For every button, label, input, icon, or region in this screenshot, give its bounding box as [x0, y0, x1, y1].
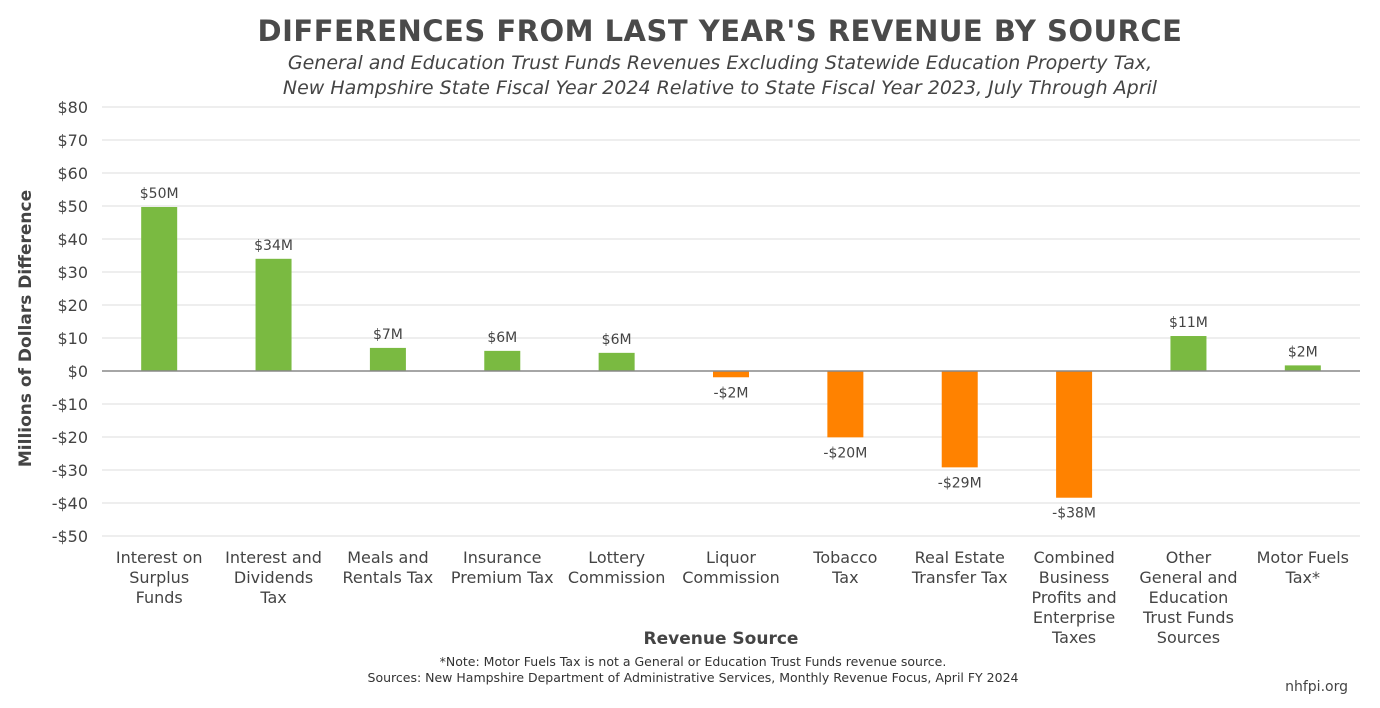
brand-url[interactable]: nhfpi.org — [1285, 679, 1348, 695]
y-tick-label: $40 — [57, 230, 88, 249]
y-tick-label: $80 — [57, 98, 88, 117]
data-label: $50M — [140, 186, 179, 202]
x-tick-label: Sources — [1157, 628, 1220, 647]
bar — [1170, 336, 1207, 371]
x-tick-label: Tobacco — [812, 548, 877, 567]
chart-subtitle-line-2: New Hampshire State Fiscal Year 2024 Rel… — [282, 77, 1158, 99]
y-tick-label: -$10 — [52, 395, 88, 414]
x-tick-label: Liquor — [706, 548, 756, 567]
data-label: $34M — [254, 238, 293, 254]
data-label: $11M — [1169, 315, 1208, 331]
x-tick-label: Taxes — [1051, 628, 1096, 647]
y-tick-label: -$50 — [52, 527, 88, 546]
x-tick-label: Interest and — [225, 548, 322, 567]
y-tick-label: $70 — [57, 131, 88, 150]
bar — [941, 371, 978, 468]
data-label: $2M — [1288, 344, 1318, 360]
x-tick-label: Surplus — [129, 568, 189, 587]
y-axis-label: Millions of Dollars Difference — [16, 190, 36, 467]
x-tick-label: General and — [1139, 568, 1237, 587]
x-tick-label: Interest on — [116, 548, 203, 567]
data-label: $6M — [487, 330, 517, 346]
y-tick-label: $30 — [57, 263, 88, 282]
x-tick-label: Motor Fuels — [1257, 548, 1349, 567]
x-tick-label: Commission — [682, 568, 780, 587]
y-tick-label: -$40 — [52, 494, 88, 513]
x-tick-label: Transfer Tax — [911, 568, 1008, 587]
x-tick-label: Premium Tax — [451, 568, 554, 587]
chart-title: DIFFERENCES FROM LAST YEAR'S REVENUE BY … — [257, 14, 1183, 48]
bar — [141, 206, 178, 371]
bar — [598, 352, 635, 371]
y-tick-label: $60 — [57, 164, 88, 183]
x-tick-label: Tax — [831, 568, 858, 587]
bar — [1056, 371, 1093, 498]
x-tick-label: Rentals Tax — [343, 568, 434, 587]
y-tick-label: $20 — [57, 296, 88, 315]
x-tick-label: Business — [1039, 568, 1110, 587]
bar — [827, 371, 864, 438]
data-label: $7M — [373, 327, 403, 343]
sources-note: Sources: New Hampshire Department of Adm… — [367, 670, 1019, 685]
x-tick-label: Funds — [136, 588, 183, 607]
y-tick-label: -$20 — [52, 428, 88, 447]
x-tick-label: Tax* — [1285, 568, 1320, 587]
y-tick-label: $50 — [57, 197, 88, 216]
bar — [713, 371, 749, 378]
bar — [1284, 365, 1321, 371]
x-tick-label: Combined — [1033, 548, 1114, 567]
x-tick-label: Profits and — [1031, 588, 1116, 607]
x-axis-label: Revenue Source — [644, 629, 799, 649]
x-tick-label: Meals and — [347, 548, 428, 567]
bar — [255, 258, 292, 371]
data-label: $6M — [602, 332, 632, 348]
x-tick-label: Enterprise — [1033, 608, 1115, 627]
x-tick-label: Insurance — [463, 548, 542, 567]
x-tick-label: Commission — [568, 568, 666, 587]
chart-subtitle-line-1: General and Education Trust Funds Revenu… — [287, 52, 1153, 74]
bar — [484, 350, 521, 371]
x-tick-label: Education — [1149, 588, 1229, 607]
x-tick-label: Real Estate — [915, 548, 1005, 567]
y-tick-label: $0 — [68, 362, 88, 381]
bar — [369, 347, 406, 371]
data-label: -$29M — [938, 475, 982, 491]
footnote: *Note: Motor Fuels Tax is not a General … — [439, 654, 947, 669]
data-label: -$2M — [714, 385, 749, 401]
y-tick-label: -$30 — [52, 461, 88, 480]
data-label: -$38M — [1052, 506, 1096, 522]
x-tick-label: Tax — [259, 588, 286, 607]
data-label: -$20M — [823, 445, 867, 461]
x-tick-label: Trust Funds — [1142, 608, 1234, 627]
x-tick-label: Other — [1166, 548, 1212, 567]
y-tick-label: $10 — [57, 329, 88, 348]
x-tick-label: Dividends — [234, 568, 313, 587]
x-tick-label: Lottery — [588, 548, 645, 567]
